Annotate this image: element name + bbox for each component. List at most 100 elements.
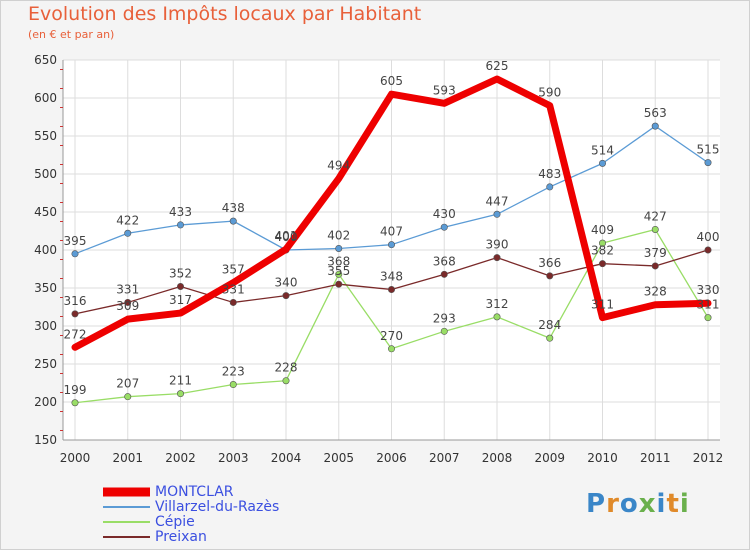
data-point bbox=[282, 292, 290, 300]
y-tick-label: 400 bbox=[34, 243, 57, 257]
data-point bbox=[546, 272, 554, 280]
data-label: 328 bbox=[644, 285, 667, 299]
data-label: 211 bbox=[169, 374, 192, 388]
data-label: 593 bbox=[433, 83, 456, 97]
data-label: 402 bbox=[327, 228, 350, 242]
data-label: 483 bbox=[538, 167, 561, 181]
x-tick-label: 2000 bbox=[60, 451, 91, 465]
chart-title: Evolution des Impôts locaux par Habitant bbox=[28, 3, 422, 25]
data-label: 331 bbox=[222, 282, 245, 296]
data-label: 447 bbox=[486, 194, 509, 208]
data-label: 494 bbox=[327, 159, 350, 173]
data-point bbox=[229, 217, 237, 225]
data-label: 223 bbox=[222, 365, 245, 379]
data-point bbox=[335, 244, 343, 252]
data-label: 382 bbox=[591, 244, 614, 258]
data-label: 422 bbox=[116, 213, 139, 227]
proxiti-logo: Proxiti bbox=[586, 489, 690, 519]
data-label: 433 bbox=[169, 205, 192, 219]
data-point bbox=[387, 286, 395, 294]
data-point bbox=[704, 159, 712, 167]
data-point bbox=[546, 334, 554, 342]
data-point bbox=[387, 345, 395, 353]
data-label: 357 bbox=[222, 263, 245, 277]
data-point bbox=[493, 254, 501, 262]
data-label: 293 bbox=[433, 311, 456, 325]
data-label: 514 bbox=[591, 143, 614, 157]
data-label: 312 bbox=[486, 297, 509, 311]
legend-label: Preixan bbox=[155, 529, 207, 545]
data-label: 270 bbox=[380, 329, 403, 343]
data-label: 352 bbox=[169, 266, 192, 280]
data-point bbox=[704, 314, 712, 322]
x-tick-label: 2002 bbox=[165, 451, 196, 465]
data-label: 348 bbox=[380, 270, 403, 284]
data-point bbox=[651, 262, 659, 270]
data-label: 331 bbox=[116, 282, 139, 296]
data-label: 395 bbox=[64, 234, 87, 248]
data-label: 400 bbox=[697, 230, 720, 244]
y-tick-label: 300 bbox=[34, 319, 57, 333]
data-label: 284 bbox=[538, 318, 561, 332]
data-label: 515 bbox=[697, 143, 720, 157]
y-tick-label: 500 bbox=[34, 167, 57, 181]
data-label: 366 bbox=[538, 256, 561, 270]
data-label: 590 bbox=[538, 86, 561, 100]
data-point bbox=[124, 393, 132, 401]
data-point bbox=[493, 210, 501, 218]
data-point bbox=[546, 183, 554, 191]
data-point bbox=[71, 399, 79, 407]
data-point bbox=[71, 310, 79, 318]
data-point bbox=[440, 270, 448, 278]
data-point bbox=[335, 280, 343, 288]
data-point bbox=[177, 390, 185, 398]
data-label: 407 bbox=[380, 225, 403, 239]
data-label: 309 bbox=[116, 299, 139, 313]
data-point bbox=[71, 250, 79, 258]
data-point bbox=[177, 282, 185, 290]
data-label: 409 bbox=[591, 223, 614, 237]
data-point bbox=[282, 377, 290, 385]
series-line-0 bbox=[71, 75, 712, 351]
data-label: 390 bbox=[486, 238, 509, 252]
data-label: 311 bbox=[697, 298, 720, 312]
y-tick-label: 650 bbox=[34, 53, 57, 67]
data-label: 401 bbox=[275, 229, 298, 243]
x-tick-label: 2009 bbox=[534, 451, 565, 465]
data-point bbox=[598, 239, 606, 247]
data-label: 563 bbox=[644, 106, 667, 120]
data-label: 430 bbox=[433, 207, 456, 221]
legend-label: Villarzel-du-Razès bbox=[155, 499, 280, 515]
data-point bbox=[387, 241, 395, 249]
data-label: 330 bbox=[697, 283, 720, 297]
x-tick-label: 2010 bbox=[587, 451, 618, 465]
data-point bbox=[651, 122, 659, 130]
data-label: 368 bbox=[433, 254, 456, 268]
data-label: 317 bbox=[169, 293, 192, 307]
data-label: 400 bbox=[275, 230, 298, 244]
data-point bbox=[229, 298, 237, 306]
x-tick-label: 2004 bbox=[271, 451, 302, 465]
x-tick-label: 2007 bbox=[429, 451, 460, 465]
data-label: 438 bbox=[222, 201, 245, 215]
data-label: 199 bbox=[64, 383, 87, 397]
data-label: 316 bbox=[64, 294, 87, 308]
data-label: 228 bbox=[275, 361, 298, 375]
data-label: 605 bbox=[380, 74, 403, 88]
y-tick-label: 450 bbox=[34, 205, 57, 219]
x-tick-label: 2008 bbox=[482, 451, 513, 465]
data-point bbox=[493, 313, 501, 321]
data-point bbox=[598, 159, 606, 167]
data-label: 272 bbox=[64, 327, 87, 341]
data-point bbox=[440, 223, 448, 231]
data-point bbox=[651, 225, 659, 233]
data-point bbox=[229, 381, 237, 389]
data-point bbox=[704, 246, 712, 254]
data-point bbox=[124, 298, 132, 306]
x-tick-label: 2011 bbox=[640, 451, 671, 465]
data-label: 355 bbox=[327, 264, 350, 278]
data-point bbox=[177, 221, 185, 229]
data-point bbox=[598, 260, 606, 268]
data-label: 625 bbox=[486, 59, 509, 73]
